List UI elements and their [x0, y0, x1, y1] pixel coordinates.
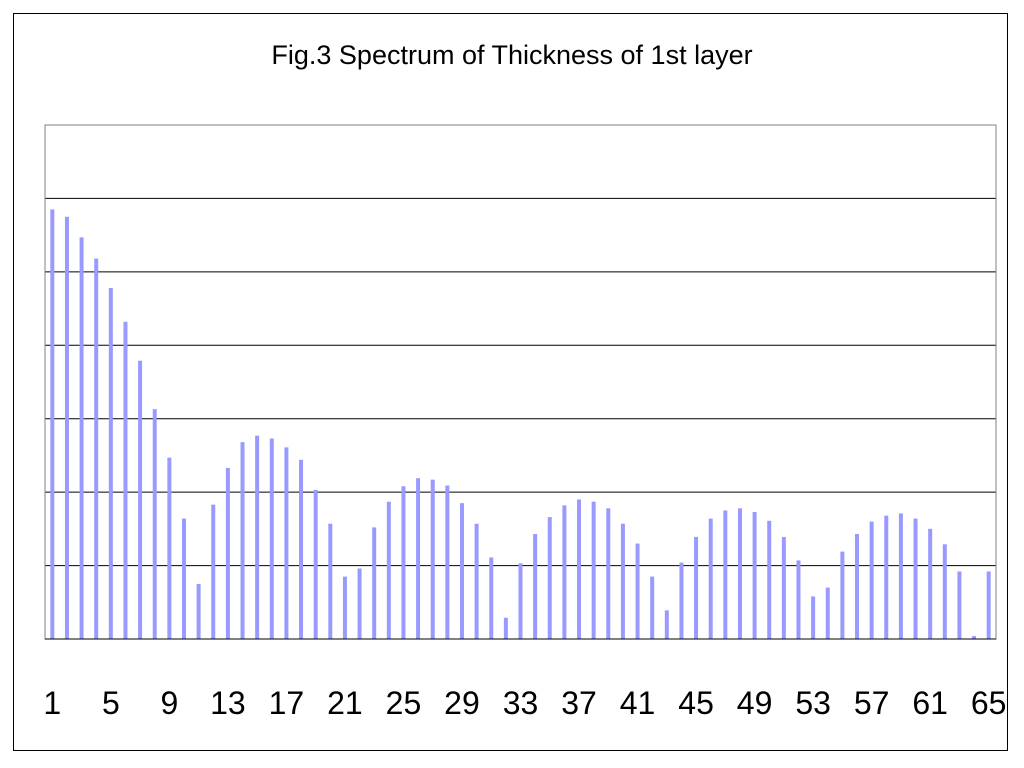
plot-area	[44, 124, 997, 640]
bar-47	[723, 510, 728, 639]
bar-2	[64, 216, 69, 640]
x-tick-label: 57	[854, 685, 890, 721]
bar-31	[489, 557, 494, 639]
bar-43	[664, 610, 669, 639]
x-tick-label: 29	[444, 685, 480, 721]
bar-46	[708, 518, 713, 639]
bar-58	[884, 515, 889, 639]
x-tick-labels: 1 5 9 13 17 21 25 29 33 37 41 45 49 53 57 61 65	[43, 685, 1006, 721]
bar-57	[869, 521, 874, 639]
x-tick-label: 33	[503, 685, 539, 721]
bar-3	[79, 237, 84, 639]
x-tick-label: 25	[386, 685, 422, 721]
bar-29	[459, 503, 464, 639]
bar-18	[299, 459, 304, 639]
bar-17	[284, 447, 289, 639]
bar-28	[445, 485, 450, 639]
bar-6	[123, 321, 128, 639]
x-tick-label: 21	[327, 685, 363, 721]
bar-20	[328, 523, 333, 639]
bar-14	[240, 442, 245, 639]
bar-51	[781, 536, 786, 639]
bar-5	[108, 288, 113, 639]
bar-45	[694, 536, 699, 639]
x-tick-label: 9	[160, 685, 178, 721]
x-tick-label: 41	[620, 685, 656, 721]
bar-8	[152, 409, 157, 639]
bar-23	[372, 527, 377, 639]
x-tick-label: 53	[795, 685, 831, 721]
bar-25	[401, 486, 406, 639]
bar-37	[577, 499, 582, 639]
x-tick-label: 49	[737, 685, 773, 721]
bar-34	[533, 534, 538, 639]
bar-21	[342, 576, 347, 639]
bar-19	[313, 489, 318, 639]
x-tick-label: 61	[912, 685, 948, 721]
bar-49	[752, 511, 757, 639]
bar-48	[737, 508, 742, 639]
x-tick-label: 1	[43, 685, 61, 721]
bar-63	[957, 571, 962, 639]
bar-42	[650, 576, 655, 639]
bar-10	[181, 518, 186, 639]
bar-24	[386, 501, 391, 639]
bar-61	[928, 528, 933, 639]
bar-62	[942, 544, 947, 639]
bar-16	[269, 438, 274, 639]
chart-title: Fig.3 Spectrum of Thickness of 1st layer	[271, 40, 753, 70]
bar-11	[196, 583, 201, 639]
bar-12	[211, 504, 216, 639]
x-tick-label: 17	[269, 685, 305, 721]
bar-50	[767, 520, 772, 639]
x-tick-label: 45	[678, 685, 714, 721]
x-tick-label: 65	[971, 685, 1007, 721]
x-tick-label: 37	[561, 685, 597, 721]
bar-9	[167, 457, 172, 639]
bar-39	[606, 508, 611, 639]
bar-26	[416, 478, 421, 639]
bar-56	[855, 534, 860, 639]
bar-38	[591, 501, 596, 639]
bar-4	[94, 258, 99, 639]
bar-35	[547, 517, 552, 639]
bar-13	[225, 467, 230, 639]
bar-series	[50, 209, 991, 640]
gridlines	[45, 197, 996, 567]
bar-64	[972, 636, 977, 639]
bar-30	[474, 523, 479, 639]
bar-65	[986, 571, 991, 639]
bar-40	[620, 523, 625, 639]
bar-55	[840, 551, 845, 639]
bar-15	[255, 435, 260, 639]
bar-44	[679, 562, 684, 639]
bar-59	[898, 513, 903, 639]
bar-60	[913, 518, 918, 639]
bar-53	[811, 596, 816, 639]
bar-32	[503, 617, 508, 639]
bar-54	[825, 587, 830, 639]
bar-22	[357, 568, 362, 639]
bar-36	[562, 505, 567, 639]
x-tick-label: 5	[102, 685, 120, 721]
bar-52	[796, 560, 801, 639]
bar-7	[138, 360, 143, 639]
bar-33	[518, 563, 523, 639]
bar-41	[635, 543, 640, 639]
x-tick-label: 13	[210, 685, 246, 721]
bar-27	[430, 479, 435, 639]
bar-1	[50, 209, 55, 639]
